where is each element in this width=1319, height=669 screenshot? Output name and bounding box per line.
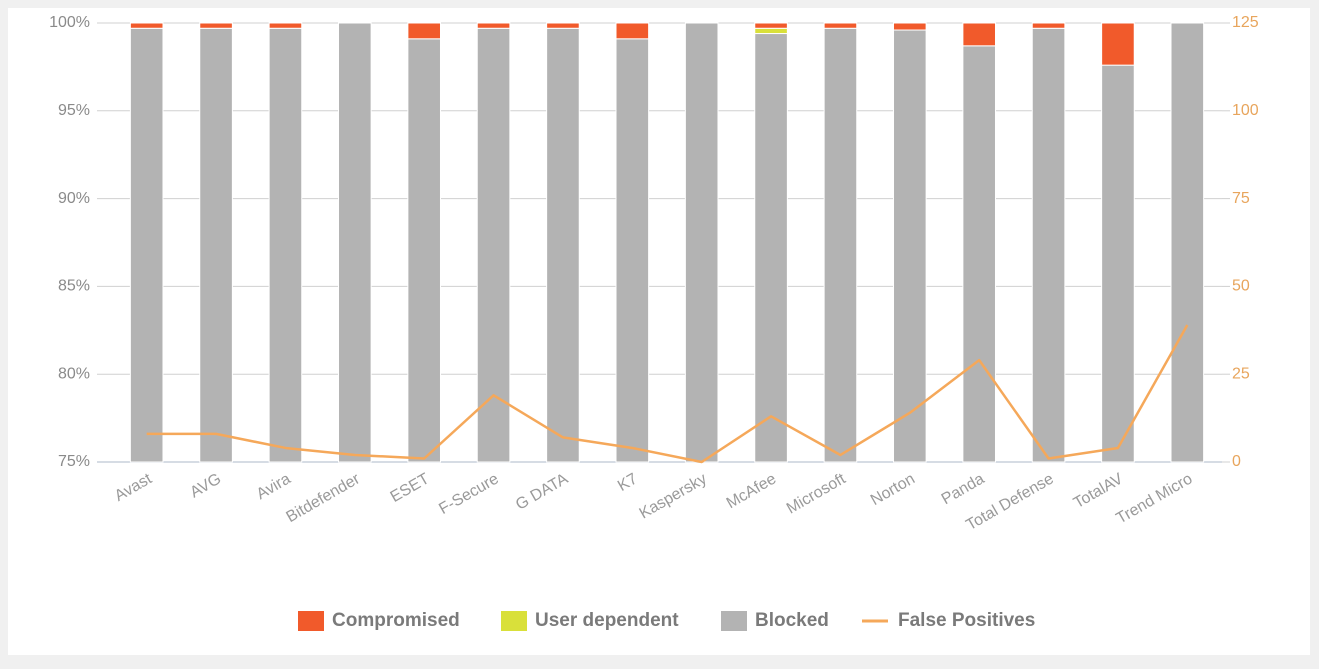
legend-swatch bbox=[721, 611, 747, 631]
bar-segment bbox=[1031, 27, 1066, 463]
bar-segment bbox=[199, 22, 233, 29]
y-tick-label: 75% bbox=[58, 453, 90, 470]
y-tick-label: 85% bbox=[58, 278, 90, 295]
y-tick-label: 95% bbox=[58, 102, 90, 119]
bar-segment bbox=[962, 45, 996, 463]
bar-segment bbox=[1031, 22, 1066, 29]
bar-segment bbox=[476, 22, 511, 29]
y2-tick-label: 75 bbox=[1232, 190, 1250, 207]
legend-label: False Positives bbox=[898, 610, 1035, 631]
bar-segment bbox=[754, 27, 788, 35]
bar-segment bbox=[893, 29, 927, 463]
bar-segment bbox=[268, 22, 303, 29]
y2-tick-label: 100 bbox=[1232, 102, 1259, 119]
bar-segment bbox=[199, 27, 233, 463]
bar-segment bbox=[1101, 22, 1135, 66]
bar-segment bbox=[893, 22, 927, 31]
legend-label: Compromised bbox=[332, 610, 460, 631]
legend-label: Blocked bbox=[755, 610, 829, 631]
y-tick-label: 80% bbox=[58, 365, 90, 382]
y2-tick-label: 0 bbox=[1232, 453, 1241, 470]
bar-segment bbox=[823, 27, 858, 463]
bar-segment bbox=[823, 22, 858, 29]
bar-segment bbox=[129, 22, 164, 29]
y-tick-label: 100% bbox=[49, 14, 90, 31]
bar-segment bbox=[1170, 22, 1205, 463]
bar-segment bbox=[615, 38, 650, 463]
bar-segment bbox=[754, 22, 788, 29]
y-tick-label: 90% bbox=[58, 190, 90, 207]
bar-segment bbox=[546, 27, 580, 463]
bar-segment bbox=[546, 22, 580, 29]
bar-segment bbox=[615, 22, 650, 40]
bar-segment bbox=[1101, 64, 1135, 463]
legend-label: User dependent bbox=[535, 610, 679, 631]
y2-tick-label: 125 bbox=[1232, 14, 1259, 31]
bar-segment bbox=[407, 38, 441, 463]
bar-segment bbox=[684, 22, 719, 463]
legend-swatch bbox=[501, 611, 527, 631]
y2-tick-label: 25 bbox=[1232, 365, 1250, 382]
bar-segment bbox=[407, 22, 441, 40]
legend-swatch bbox=[298, 611, 324, 631]
bar-segment bbox=[476, 27, 511, 463]
bar-segment bbox=[129, 27, 164, 463]
bar-segment bbox=[754, 33, 788, 463]
bar-segment bbox=[268, 27, 303, 463]
bar-segment bbox=[962, 22, 996, 47]
y2-tick-label: 50 bbox=[1232, 278, 1250, 295]
line-series bbox=[146, 324, 1189, 464]
bar-segment bbox=[338, 22, 372, 463]
